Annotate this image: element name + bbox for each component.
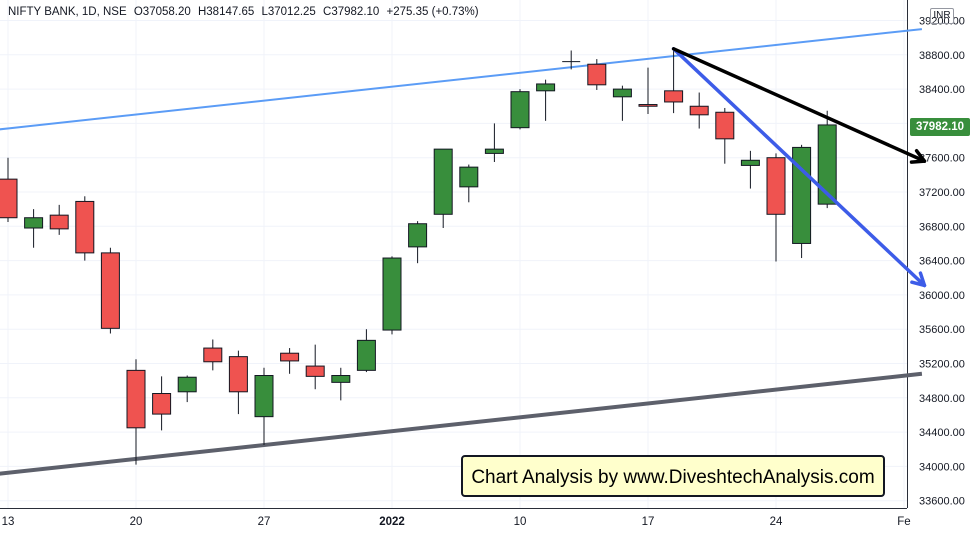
candle-body bbox=[536, 83, 556, 92]
candle-body bbox=[740, 159, 760, 166]
high-value: H38147.65 bbox=[197, 6, 255, 18]
candle-body bbox=[356, 339, 376, 371]
x-tick-label: 17 bbox=[642, 516, 655, 528]
candle-body bbox=[152, 393, 172, 415]
x-tick-label: 20 bbox=[130, 516, 143, 528]
y-tick-label: 34800.00 bbox=[919, 393, 965, 405]
x-tick-label: 10 bbox=[514, 516, 527, 528]
y-tick-label: 33600.00 bbox=[919, 496, 965, 508]
candle-body bbox=[817, 124, 837, 205]
y-tick-label: 35200.00 bbox=[919, 359, 965, 371]
candle-body bbox=[177, 376, 197, 393]
y-tick-label: 36800.00 bbox=[919, 221, 965, 233]
blue-arrow-head bbox=[910, 271, 927, 288]
symbol-header: NIFTY BANK, 1D, NSE O37058.20 H38147.65 … bbox=[8, 6, 483, 18]
close-value: C37982.10 bbox=[323, 6, 380, 18]
open-value: O37058.20 bbox=[133, 6, 191, 18]
candle-body bbox=[587, 63, 607, 86]
y-tick-label: 35600.00 bbox=[919, 324, 965, 336]
upper-channel-trendline bbox=[0, 28, 923, 131]
y-tick-label: 37200.00 bbox=[919, 187, 965, 199]
y-tick-label: 34000.00 bbox=[919, 461, 965, 473]
candle-body bbox=[203, 347, 223, 363]
candle-body bbox=[715, 111, 735, 140]
candle-body bbox=[228, 356, 248, 393]
lower-channel-trendline bbox=[0, 371, 923, 476]
candle-body bbox=[408, 223, 428, 248]
candle-body bbox=[100, 252, 120, 329]
watermark-box: Chart Analysis by www.DiveshtechAnalysis… bbox=[461, 455, 885, 497]
last-price-badge: 37982.10 bbox=[910, 118, 970, 136]
candle-body bbox=[459, 166, 479, 188]
x-tick-label: 2022 bbox=[379, 516, 405, 528]
candle-body bbox=[612, 88, 632, 98]
x-tick-label: Fe bbox=[897, 516, 910, 528]
candle-body bbox=[689, 105, 709, 116]
candle-body bbox=[433, 148, 453, 215]
candle-body bbox=[126, 369, 146, 429]
y-tick-label: 38800.00 bbox=[919, 50, 965, 62]
low-value: L37012.25 bbox=[261, 6, 316, 18]
candle-body bbox=[510, 91, 530, 129]
black-arrow-head bbox=[909, 149, 927, 164]
candle-body bbox=[49, 214, 69, 230]
y-tick-label: 36000.00 bbox=[919, 290, 965, 302]
x-tick-label: 27 bbox=[258, 516, 271, 528]
candle-body bbox=[24, 217, 44, 229]
candle-body bbox=[664, 90, 684, 103]
candle-body bbox=[305, 365, 325, 377]
change-value: +275.35 (+0.73%) bbox=[386, 6, 479, 18]
candle-body bbox=[766, 157, 786, 215]
candle-body bbox=[280, 352, 300, 362]
currency-button[interactable]: INR bbox=[930, 8, 954, 24]
symbol-label: NIFTY BANK, 1D, NSE bbox=[8, 6, 127, 18]
black-arrow bbox=[671, 47, 927, 163]
x-tick-label: 13 bbox=[2, 516, 15, 528]
y-tick-label: 38400.00 bbox=[919, 84, 965, 96]
candle-body bbox=[484, 148, 504, 154]
candle-body bbox=[0, 178, 18, 219]
candle-body bbox=[638, 104, 658, 107]
y-tick-label: 34400.00 bbox=[919, 427, 965, 439]
blue-arrow bbox=[671, 47, 927, 288]
y-tick-label: 37600.00 bbox=[919, 153, 965, 165]
candle-body bbox=[382, 257, 402, 331]
candle-body bbox=[75, 200, 95, 254]
candle-body bbox=[254, 375, 274, 418]
candle-body bbox=[331, 375, 351, 383]
y-tick-label: 36400.00 bbox=[919, 256, 965, 268]
x-tick-label: 24 bbox=[770, 516, 783, 528]
